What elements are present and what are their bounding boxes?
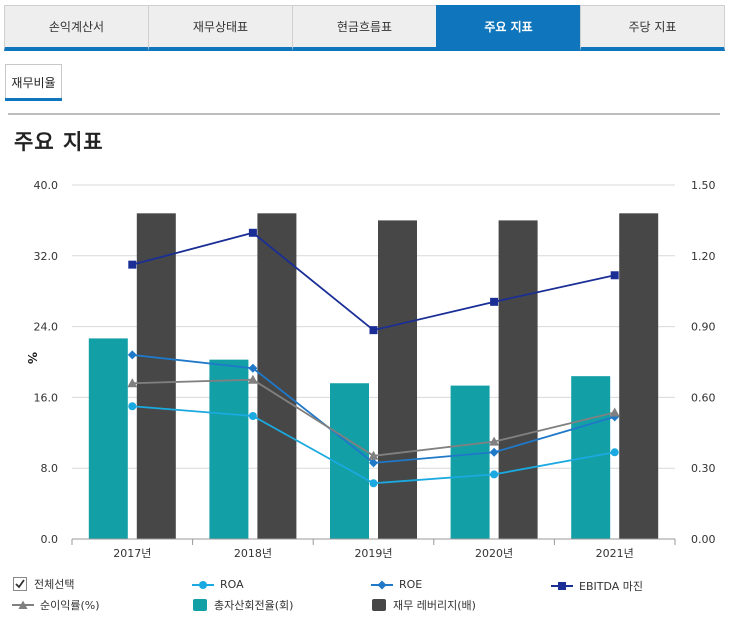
point-net-margin bbox=[247, 374, 258, 384]
y-right-tick-label: 0.90 bbox=[691, 321, 716, 334]
y-left-tick-label: 24.0 bbox=[34, 321, 59, 334]
legend-item-leverage[interactable]: 재무 레버리지(배) bbox=[371, 597, 476, 613]
point-roa bbox=[490, 470, 499, 479]
legend-roe-marker-icon bbox=[371, 580, 393, 589]
point-roa bbox=[610, 448, 619, 457]
key-indicators-chart: 0.0 8.0 16.0 24.0 32.0 40.0 0.00 0.30 0.60 0.90 1.… bbox=[25, 179, 716, 560]
point-roa bbox=[128, 402, 137, 411]
point-roe bbox=[248, 363, 258, 373]
legend-ebitda-label: EBITDA 마진 bbox=[579, 580, 643, 593]
legend-roa-marker-icon bbox=[192, 580, 214, 589]
bar-leverage bbox=[498, 220, 538, 539]
bar-asset-turnover bbox=[88, 338, 128, 539]
point-net-margin bbox=[127, 378, 138, 388]
y-left-tick-label: 8.0 bbox=[41, 462, 59, 475]
legend-item-net-margin[interactable]: 순이익률(%) bbox=[12, 597, 100, 613]
bar-leverage bbox=[619, 213, 659, 539]
tab-income-statement[interactable]: 손익계산서 bbox=[4, 5, 148, 51]
tab-key-indicators[interactable]: 주요 지표 bbox=[436, 5, 580, 51]
point-ebitda bbox=[490, 297, 499, 306]
line-roe bbox=[132, 354, 615, 464]
y-right-tick-label: 0.60 bbox=[691, 391, 716, 404]
legend-item-ebitda[interactable]: EBITDA 마진 bbox=[551, 578, 643, 594]
statement-tabs: 손익계산서 재무상태표 현금흐름표 주요 지표 주당 지표 bbox=[4, 5, 725, 51]
page-title: 주요 지표 bbox=[14, 130, 104, 154]
subtab-active-indicator bbox=[5, 98, 62, 101]
point-net-margin bbox=[609, 407, 620, 417]
legend-item-roe[interactable]: ROE bbox=[371, 578, 422, 591]
line-roa bbox=[132, 405, 615, 485]
point-ebitda bbox=[369, 326, 378, 335]
point-roe bbox=[369, 458, 378, 468]
point-ebitda bbox=[610, 271, 619, 280]
y-right-tick-label: 1.50 bbox=[691, 179, 716, 192]
line-ebitda bbox=[132, 231, 615, 332]
point-ebitda bbox=[248, 228, 257, 237]
axes: 0.0 8.0 16.0 24.0 32.0 40.0 0.00 0.30 0.60 0.90 1.… bbox=[25, 179, 716, 560]
bar-leverage bbox=[136, 213, 176, 539]
point-roe bbox=[127, 350, 137, 360]
point-roe bbox=[489, 447, 499, 457]
point-roa bbox=[248, 411, 257, 420]
legend-ebitda-marker-icon bbox=[551, 582, 573, 590]
x-tick-label: 2021년 bbox=[596, 547, 634, 560]
line-net-margin bbox=[132, 378, 615, 457]
legend-asset-turnover-label: 총자산회전율(회) bbox=[214, 599, 294, 612]
x-tick-label: 2017년 bbox=[113, 547, 151, 560]
legend-item-asset-turnover[interactable]: 총자산회전율(회) bbox=[192, 597, 293, 613]
point-ebitda bbox=[128, 260, 137, 269]
legend-select-all[interactable]: 전체선택 bbox=[12, 576, 74, 592]
legend-roe-label: ROE bbox=[399, 578, 423, 591]
point-roa bbox=[369, 479, 378, 488]
y-right-tick-label: 0.00 bbox=[691, 533, 716, 546]
chart-legend: 전체선택 ROA ROE EBITDA 마진 순이익률(%) 총자산회전율 bbox=[0, 573, 732, 623]
legend-leverage-swatch-icon bbox=[372, 599, 386, 611]
line-series bbox=[127, 228, 620, 488]
point-net-margin bbox=[368, 450, 379, 460]
x-tick-label: 2020년 bbox=[475, 547, 513, 560]
legend-roa-label: ROA bbox=[220, 578, 244, 591]
point-net-margin bbox=[489, 436, 500, 446]
y-left-tick-label: 0.0 bbox=[41, 533, 59, 546]
legend-asset-turnover-swatch-icon bbox=[193, 599, 207, 611]
y-right-tick-label: 1.20 bbox=[691, 250, 716, 263]
bar-series bbox=[88, 213, 659, 539]
legend-select-all-label: 전체선택 bbox=[34, 578, 75, 591]
section-divider bbox=[8, 113, 720, 115]
y-left-tick-label: 16.0 bbox=[34, 391, 59, 404]
bar-asset-turnover bbox=[450, 385, 490, 539]
tab-cash-flow[interactable]: 현금흐름표 bbox=[292, 5, 436, 51]
bar-leverage bbox=[378, 220, 417, 539]
y-right-tick-label: 0.30 bbox=[691, 462, 716, 475]
y-left-tick-label: 40.0 bbox=[34, 179, 59, 192]
legend-leverage-label: 재무 레버리지(배) bbox=[393, 599, 476, 612]
bar-asset-turnover bbox=[330, 383, 369, 539]
legend-net-margin-marker-icon bbox=[12, 600, 34, 609]
tab-per-share-indicators[interactable]: 주당 지표 bbox=[580, 5, 725, 51]
legend-item-roa[interactable]: ROA bbox=[192, 578, 244, 591]
y-left-tick-label: 32.0 bbox=[34, 250, 59, 263]
x-tick-label: 2019년 bbox=[354, 547, 392, 560]
subtab-financial-ratios[interactable]: 재무비율 bbox=[5, 64, 62, 99]
bar-asset-turnover bbox=[209, 359, 249, 539]
tab-balance-sheet[interactable]: 재무상태표 bbox=[148, 5, 292, 51]
y-axis-label: % bbox=[25, 352, 39, 364]
legend-net-margin-label: 순이익률(%) bbox=[40, 599, 100, 612]
checkbox-checked-icon[interactable] bbox=[12, 576, 28, 592]
x-tick-label: 2018년 bbox=[234, 547, 272, 560]
